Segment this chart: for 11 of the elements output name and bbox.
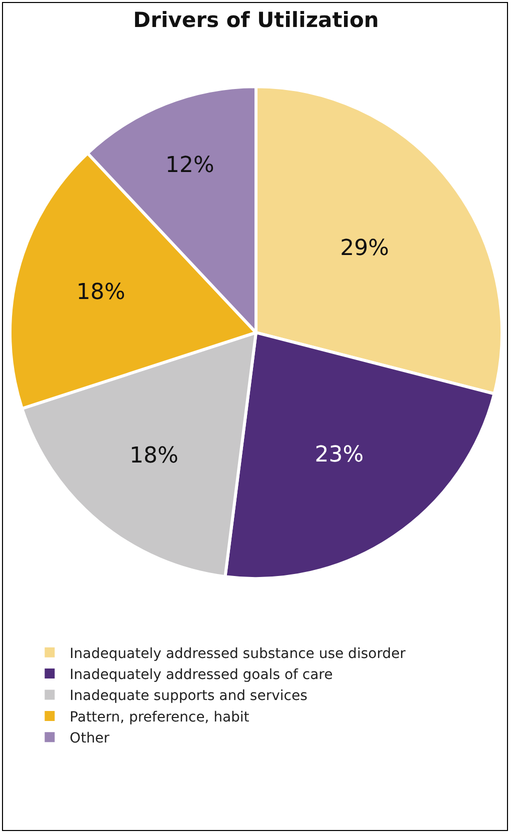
data-label: 29% xyxy=(340,236,390,261)
data-label: 18% xyxy=(76,280,126,306)
chart-title: Drivers of Utilization xyxy=(133,8,379,32)
legend-label: Other xyxy=(70,730,110,747)
legend-label: Inadequately addressed substance use disorder xyxy=(70,646,406,662)
data-label: 12% xyxy=(165,152,214,178)
legend-label: Inadequately addressed goals of care xyxy=(70,667,333,684)
data-label: 23% xyxy=(314,442,364,468)
legend-label: Inadequate supports and services xyxy=(70,688,308,704)
legend-label: Pattern, preference, habit xyxy=(70,709,250,726)
data-label: 18% xyxy=(129,443,178,468)
